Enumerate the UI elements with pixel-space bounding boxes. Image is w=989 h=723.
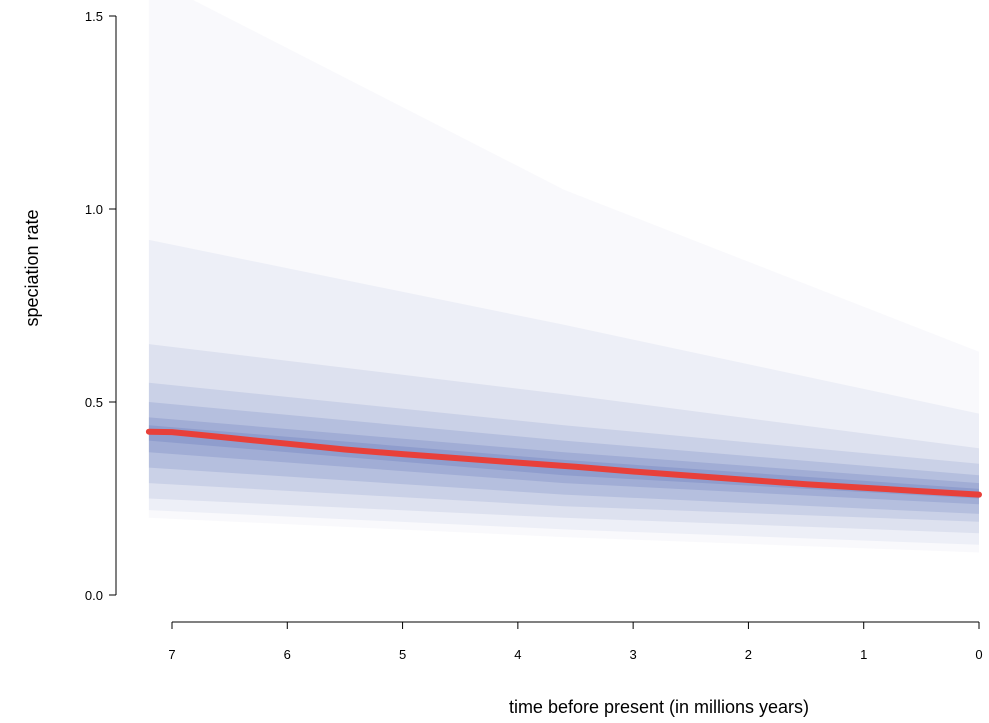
credible-band-4 — [148, 382, 979, 522]
x-tick-label: 0 — [975, 647, 982, 662]
y-tick-label: 0.5 — [85, 395, 103, 410]
credible-band-3 — [148, 344, 979, 534]
x-tick-label: 7 — [168, 647, 175, 662]
mean-speciation-line — [145, 428, 982, 498]
y-axis-title: speciation rate — [22, 209, 42, 326]
x-tick-label: 2 — [745, 647, 752, 662]
y-tick-label: 1.0 — [85, 202, 103, 217]
x-tick-label: 4 — [514, 647, 521, 662]
y-tick-label: 0.0 — [85, 588, 103, 603]
credible-bands — [148, 0, 979, 553]
x-tick-label: 3 — [630, 647, 637, 662]
credible-band-5 — [148, 402, 979, 514]
y-tick-label: 1.5 — [85, 9, 103, 24]
mean-line-layer — [145, 428, 982, 498]
axes: 0.0 0.5 1.0 1.5 7 6 5 4 3 2 1 0 — [85, 9, 983, 662]
x-axis-title: time before present (in millions years) — [509, 697, 809, 717]
x-tick-label: 5 — [399, 647, 406, 662]
credible-band-1 — [148, 0, 979, 553]
x-tick-label: 6 — [284, 647, 291, 662]
credible-band-2 — [148, 239, 979, 545]
x-tick-label: 1 — [860, 647, 867, 662]
